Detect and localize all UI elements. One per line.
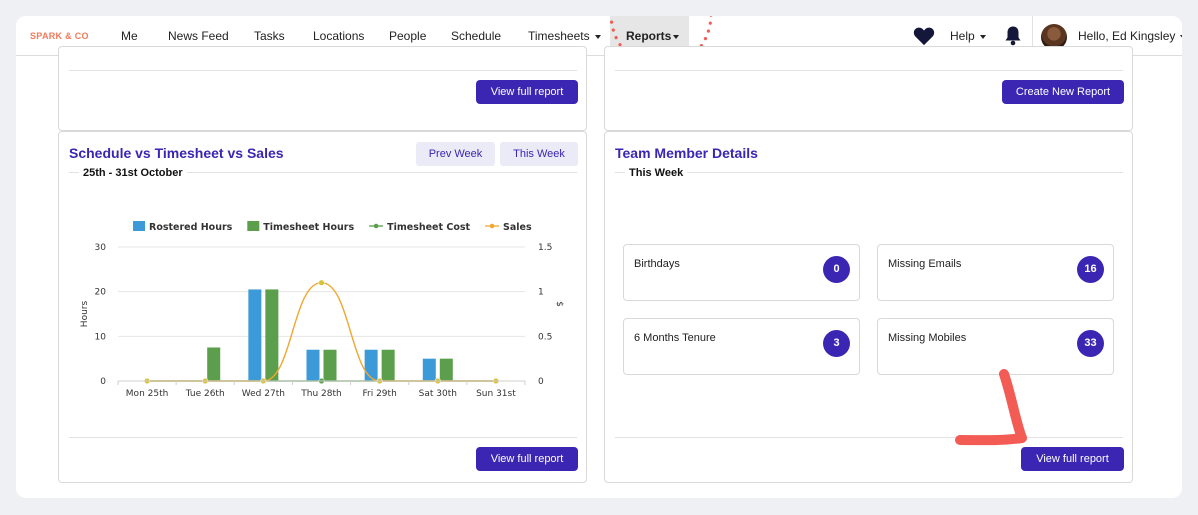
- view-full-report-button[interactable]: View full report: [476, 80, 578, 104]
- nav-item-people[interactable]: People: [389, 29, 427, 43]
- chevron-down-icon: [673, 34, 680, 39]
- bar-timesheet-hours: [207, 347, 221, 381]
- help-label: Help: [950, 29, 975, 43]
- divider: [69, 437, 577, 438]
- schedule-vs-timesheet-card: Schedule vs Timesheet vs Sales Prev Week…: [58, 131, 587, 483]
- team-card-title: Team Member Details: [615, 145, 758, 161]
- bar-rostered-hours: [422, 358, 436, 381]
- x-tick-label: Mon 25th: [126, 389, 169, 399]
- y2-tick-label: 0.5: [538, 332, 552, 342]
- chart-legend: Rostered Hours Timesheet Hours Timesheet C…: [133, 221, 532, 233]
- divider: [615, 172, 1123, 173]
- legend-swatch-dot: [373, 223, 379, 229]
- stat-label: Missing Mobiles: [888, 332, 967, 344]
- schedule-card-title: Schedule vs Timesheet vs Sales: [69, 145, 284, 161]
- schedule-chart: Rostered Hours Timesheet Hours Timesheet C…: [80, 221, 564, 399]
- legend-label: Sales: [503, 222, 532, 233]
- chart-bars: [207, 289, 453, 381]
- x-tick-label: Sun 31st: [476, 389, 516, 399]
- y2-tick-label: 1.5: [538, 243, 552, 253]
- nav-item-timesheets-label: Timesheets: [528, 29, 590, 43]
- count-badge: 33: [1077, 330, 1104, 357]
- bell-icon[interactable]: [1004, 25, 1022, 47]
- divider: [615, 437, 1123, 438]
- legend-swatch: [133, 221, 145, 231]
- brand-logo[interactable]: SPARK & CO: [30, 31, 89, 41]
- count-badge: 0: [823, 256, 850, 283]
- nav-item-schedule[interactable]: Schedule: [451, 29, 502, 43]
- bar-rostered-hours: [306, 349, 320, 381]
- y2-tick-label: 0: [538, 377, 544, 387]
- y-tick-label: 20: [95, 288, 107, 298]
- create-new-report-button[interactable]: Create New Report: [1002, 80, 1124, 104]
- annotation-arrow: [955, 369, 1027, 446]
- bar-rostered-hours: [248, 289, 262, 381]
- y-tick-label: 0: [100, 377, 106, 387]
- count-badge: 3: [823, 330, 850, 357]
- nav-divider: [1032, 16, 1033, 56]
- nav-item-news-feed[interactable]: News Feed: [168, 29, 229, 43]
- bar-timesheet-hours: [381, 349, 395, 381]
- this-week-label: This Week: [625, 167, 688, 179]
- count-badge: 16: [1077, 256, 1104, 283]
- x-tick-label: Wed 27th: [242, 389, 285, 399]
- bar-rostered-hours: [364, 349, 378, 381]
- legend-label: Timesheet Cost: [387, 222, 470, 233]
- view-full-report-button[interactable]: View full report: [476, 447, 578, 471]
- stat-label: Birthdays: [634, 258, 680, 270]
- y2-axis-title: $: [554, 301, 564, 307]
- point-sales: [318, 279, 325, 286]
- help-menu[interactable]: Help: [950, 16, 986, 56]
- app-frame: SPARK & CO Me News Feed Tasks Locations …: [16, 16, 1182, 498]
- y-axis-title: Hours: [80, 301, 90, 328]
- legend-swatch-dot: [489, 223, 495, 229]
- nav-item-me[interactable]: Me: [121, 29, 138, 43]
- stat-label: 6 Months Tenure: [634, 332, 716, 344]
- missing-mobiles-stat[interactable]: Missing Mobiles 33: [877, 318, 1114, 375]
- x-tick-label: Tue 26th: [185, 389, 225, 399]
- nav-item-reports-label: Reports: [626, 29, 672, 43]
- bar-timesheet-hours: [439, 358, 453, 381]
- top-left-card: View full report: [58, 46, 587, 131]
- divider: [615, 70, 1123, 71]
- divider: [69, 172, 577, 173]
- x-tick-label: Thu 28th: [300, 389, 341, 399]
- heart-icon[interactable]: [913, 26, 935, 46]
- nav-item-locations[interactable]: Locations: [313, 29, 365, 43]
- y-tick-label: 10: [95, 332, 107, 342]
- chevron-down-icon: [594, 34, 601, 39]
- this-week-button[interactable]: This Week: [500, 142, 578, 166]
- legend-swatch: [247, 221, 260, 231]
- x-tick-label: Fri 29th: [363, 389, 397, 399]
- bar-timesheet-hours: [265, 289, 279, 381]
- y-tick-label: 30: [95, 243, 107, 253]
- legend-label: Rostered Hours: [149, 222, 233, 233]
- view-full-report-button[interactable]: View full report: [1021, 447, 1124, 471]
- missing-emails-stat[interactable]: Missing Emails 16: [877, 244, 1114, 301]
- prev-week-button[interactable]: Prev Week: [416, 142, 495, 166]
- stat-label: Missing Emails: [888, 258, 962, 270]
- legend-label: Timesheet Hours: [263, 222, 354, 233]
- user-greeting: Hello, Ed Kingsley: [1078, 29, 1176, 43]
- six-months-tenure-stat[interactable]: 6 Months Tenure 3: [623, 318, 860, 375]
- birthdays-stat[interactable]: Birthdays 0: [623, 244, 860, 301]
- date-range-label: 25th - 31st October: [79, 167, 187, 179]
- user-menu[interactable]: Hello, Ed Kingsley: [1078, 16, 1182, 56]
- team-member-details-card: Team Member Details This Week Birthdays …: [604, 131, 1133, 483]
- chevron-down-icon: [979, 34, 986, 39]
- divider: [69, 70, 577, 71]
- y2-tick-label: 1: [538, 288, 544, 298]
- x-tick-label: Sat 30th: [419, 389, 457, 399]
- nav-item-tasks[interactable]: Tasks: [254, 29, 285, 43]
- chevron-down-icon: [1180, 34, 1182, 39]
- chart-grid: [118, 246, 525, 382]
- avatar[interactable]: [1041, 24, 1067, 50]
- chart-axes: 0 10 20 30 0 0.5 1 1.5 Mon 25th Tue 26th Wed 27th T…: [80, 243, 564, 399]
- top-right-card: Create New Report: [604, 46, 1133, 131]
- bar-timesheet-hours: [323, 349, 337, 381]
- nav-item-timesheets[interactable]: Timesheets: [528, 16, 601, 56]
